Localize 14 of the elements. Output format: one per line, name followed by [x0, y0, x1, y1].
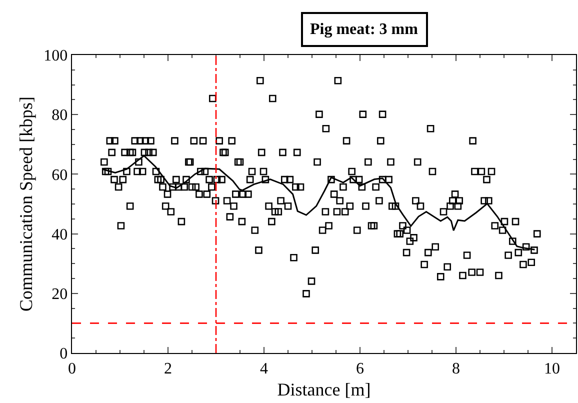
y-tick-label: 60: [52, 166, 68, 184]
chart-title: Pig meat: 3 mm: [310, 21, 419, 38]
y-tick-label: 20: [52, 286, 68, 303]
y-tick-label: 40: [52, 226, 68, 244]
x-tick-label: 2: [164, 360, 172, 378]
y-tick-label: 0: [60, 346, 68, 363]
y-axis-title: Communication Speed [kbps]: [16, 96, 36, 312]
x-tick-label: 10: [544, 360, 560, 378]
y-tick-label: 80: [52, 107, 68, 124]
x-tick-label: 4: [260, 360, 268, 378]
x-tick-label: 8: [452, 360, 460, 378]
y-tick-label: 100: [44, 48, 68, 65]
x-tick-label: 6: [356, 360, 364, 378]
x-axis-title: Distance [m]: [277, 379, 371, 400]
